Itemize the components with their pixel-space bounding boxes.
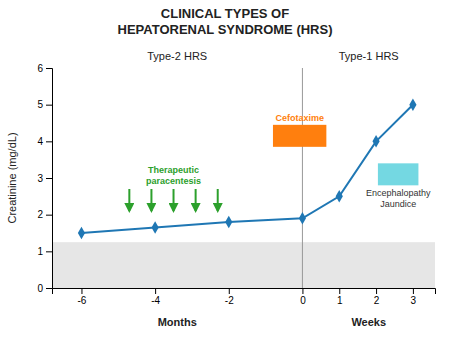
y-tick-mark xyxy=(46,178,52,179)
x-axis: -6 -4 -2 0 1 2 3 xyxy=(53,288,436,306)
y-axis-line xyxy=(46,69,53,289)
arrow xyxy=(195,189,197,211)
y-tick: 5 xyxy=(37,99,52,110)
x-tick-label: 0 xyxy=(300,295,306,306)
annotation-box xyxy=(378,163,419,185)
y-axis-title: Creatinine (mg/dL) xyxy=(6,132,18,223)
y-tick: 0 xyxy=(37,283,52,294)
x-axis-line xyxy=(53,289,436,295)
x-axis-title: Months xyxy=(158,316,197,328)
x-tick-label: 2 xyxy=(374,295,380,306)
y-tick-mark xyxy=(46,215,52,216)
y-tick: 1 xyxy=(37,246,52,257)
data-point xyxy=(299,212,306,224)
y-tick: 6 xyxy=(37,63,52,74)
y-tick: 2 xyxy=(37,209,52,220)
x-axis-title: Weeks xyxy=(351,316,386,328)
x-tick-mark xyxy=(376,288,377,294)
marks xyxy=(52,68,435,288)
annotation-label-line: Therapeutic xyxy=(148,165,199,175)
annotation-label: Therapeuticparacentesis xyxy=(146,165,201,186)
x-tick: -6 xyxy=(78,288,87,306)
x-tick-mark xyxy=(413,288,414,294)
y-tick-label: 0 xyxy=(37,283,43,294)
normal-range xyxy=(52,242,435,288)
y-axis: 0 1 2 3 4 5 6 xyxy=(37,63,52,294)
annotation-label-line: paracentesis xyxy=(146,176,201,186)
x-tick-label: 3 xyxy=(411,295,417,306)
annotation-label-line: Jaundice xyxy=(380,199,416,209)
data-point xyxy=(225,216,232,228)
plot-area: Therapeuticparacentesis Cefotaxime Encepha… xyxy=(6,50,436,328)
annotation-labels: Therapeuticparacentesis Cefotaxime Encepha… xyxy=(146,113,431,210)
x-tick: 1 xyxy=(337,288,343,306)
annotation-label-line: Encephalopathy xyxy=(366,188,431,198)
data-point xyxy=(336,190,343,202)
annotation-label: Cefotaxime xyxy=(275,113,324,123)
x-tick: 3 xyxy=(411,288,417,306)
y-tick-mark xyxy=(46,251,52,252)
x-tick-label: -6 xyxy=(78,295,87,306)
chart: Therapeuticparacentesis Cefotaxime Encepha… xyxy=(0,0,450,338)
annotation-label: EncephalopathyJaundice xyxy=(366,188,431,209)
x-tick: -2 xyxy=(225,288,234,306)
y-tick-label: 1 xyxy=(37,246,43,257)
data-point xyxy=(409,98,416,110)
arrow xyxy=(173,189,175,211)
data-point xyxy=(372,135,379,147)
x-tick-mark xyxy=(302,288,303,294)
y-tick-mark xyxy=(46,288,52,289)
y-tick: 4 xyxy=(37,136,52,147)
arrow xyxy=(128,189,130,211)
y-tick-mark xyxy=(46,105,52,106)
divider xyxy=(302,68,303,288)
data-point xyxy=(152,221,159,233)
y-tick-label: 5 xyxy=(37,99,43,110)
x-tick-label: -4 xyxy=(151,295,160,306)
x-tick-mark xyxy=(229,288,230,294)
title-line: CLINICAL TYPES OF xyxy=(161,6,289,21)
region-label: Type-1 HRS xyxy=(339,50,399,62)
y-tick-mark xyxy=(46,141,52,142)
x-tick-label: -2 xyxy=(225,295,234,306)
x-tick: 0 xyxy=(300,288,306,306)
y-tick-label: 2 xyxy=(37,209,43,220)
data-line xyxy=(81,105,412,233)
annotation-box xyxy=(273,125,326,147)
title-line: HEPATORENAL SYNDROME (HRS) xyxy=(118,22,333,37)
region-label: Type-2 HRS xyxy=(147,50,207,62)
x-tick: -4 xyxy=(151,288,160,306)
x-tick-label: 1 xyxy=(337,295,343,306)
x-tick-mark xyxy=(81,288,82,294)
arrow xyxy=(150,189,152,211)
arrow xyxy=(217,189,219,211)
y-tick: 3 xyxy=(37,173,52,184)
y-tick-label: 6 xyxy=(37,63,43,74)
title: CLINICAL TYPES OFHEPATORENAL SYNDROME (H… xyxy=(118,6,333,37)
x-tick-mark xyxy=(155,288,156,294)
y-tick-label: 3 xyxy=(37,173,43,184)
x-tick: 2 xyxy=(374,288,380,306)
annotation-label-line: Cefotaxime xyxy=(275,113,324,123)
y-tick-label: 4 xyxy=(37,136,43,147)
x-tick-mark xyxy=(339,288,340,294)
data-point xyxy=(78,227,85,239)
y-tick-mark xyxy=(46,68,52,69)
